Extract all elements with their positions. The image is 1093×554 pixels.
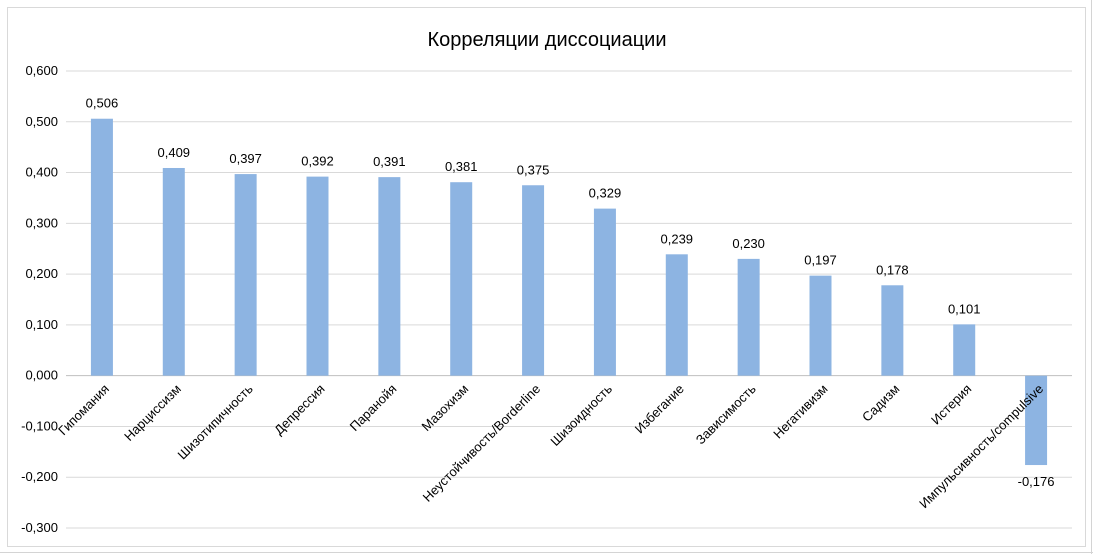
data-label: 0,329 [589,186,622,201]
data-label: 0,178 [876,262,909,277]
bar [737,258,760,376]
y-axis-ticks: 0,600 0,500 0,400 0,300 0,200 0,100 0,000 -0,10… [21,63,58,535]
bar [809,275,832,376]
category-label: Гипомания [55,381,112,438]
data-label: 0,230 [732,236,765,251]
y-tick-label: -0,100 [21,418,58,433]
bar [522,185,545,376]
category-label: Неустойчивость/Borderline [420,381,544,505]
bar [665,254,688,376]
bar [90,118,113,376]
y-tick-label: 0,300 [25,215,58,230]
category-label: Истерия [928,381,974,427]
data-labels: 0,506 0,409 0,397 0,392 0,391 0,381 0,375 0,329… [86,96,1055,489]
data-label: 0,381 [445,159,478,174]
data-label: 0,101 [948,301,981,316]
bar [593,208,616,376]
gridlines [66,70,1072,529]
bar-chart: Корреляции диссоциации 0,6000,5000,4000,… [21,29,1072,535]
sheet-gridline [1091,0,1092,554]
data-label: 0,392 [301,154,334,169]
bar [1025,375,1048,466]
category-label: Избегание [632,381,687,436]
y-tick-label: -0,300 [21,520,58,535]
category-label: Негативизм [770,381,830,441]
data-label: 0,197 [804,253,837,268]
bar [450,182,473,376]
category-label: Шизоидность [547,381,615,449]
y-tick-label: 0,500 [25,114,58,129]
category-label: Нарциссизм [121,381,184,444]
chart-area[interactable]: Корреляции диссоциации 0,600 0,500 0,400 0,… [7,7,1086,547]
data-label: 0,397 [229,151,262,166]
data-label: 0,239 [661,231,694,246]
category-label: Садизм [859,381,903,425]
y-tick-label: -0,200 [21,469,58,484]
bar [234,174,257,376]
bar [881,285,904,376]
data-label: -0,176 [1018,474,1055,489]
data-label: 0,391 [373,154,406,169]
bar [378,177,401,376]
data-label: 0,375 [517,162,550,177]
bar [162,167,185,376]
bars [90,118,1048,466]
bar [953,324,976,376]
data-label: 0,506 [86,96,119,111]
data-label: 0,409 [158,145,191,160]
sheet-gridline [0,552,1093,553]
category-label: Депрессия [271,381,327,437]
bar [306,176,329,376]
chart-title: Корреляции диссоциации [427,29,666,51]
y-tick-label: 0,400 [25,165,58,180]
y-tick-label: 0,200 [25,266,58,281]
category-label: Шизотипичность [175,381,256,462]
y-tick-label: 0,600 [25,63,58,78]
y-tick-label: 0,100 [25,317,58,332]
y-tick-label: 0,000 [25,368,58,383]
category-label: Зависимость [693,381,759,447]
